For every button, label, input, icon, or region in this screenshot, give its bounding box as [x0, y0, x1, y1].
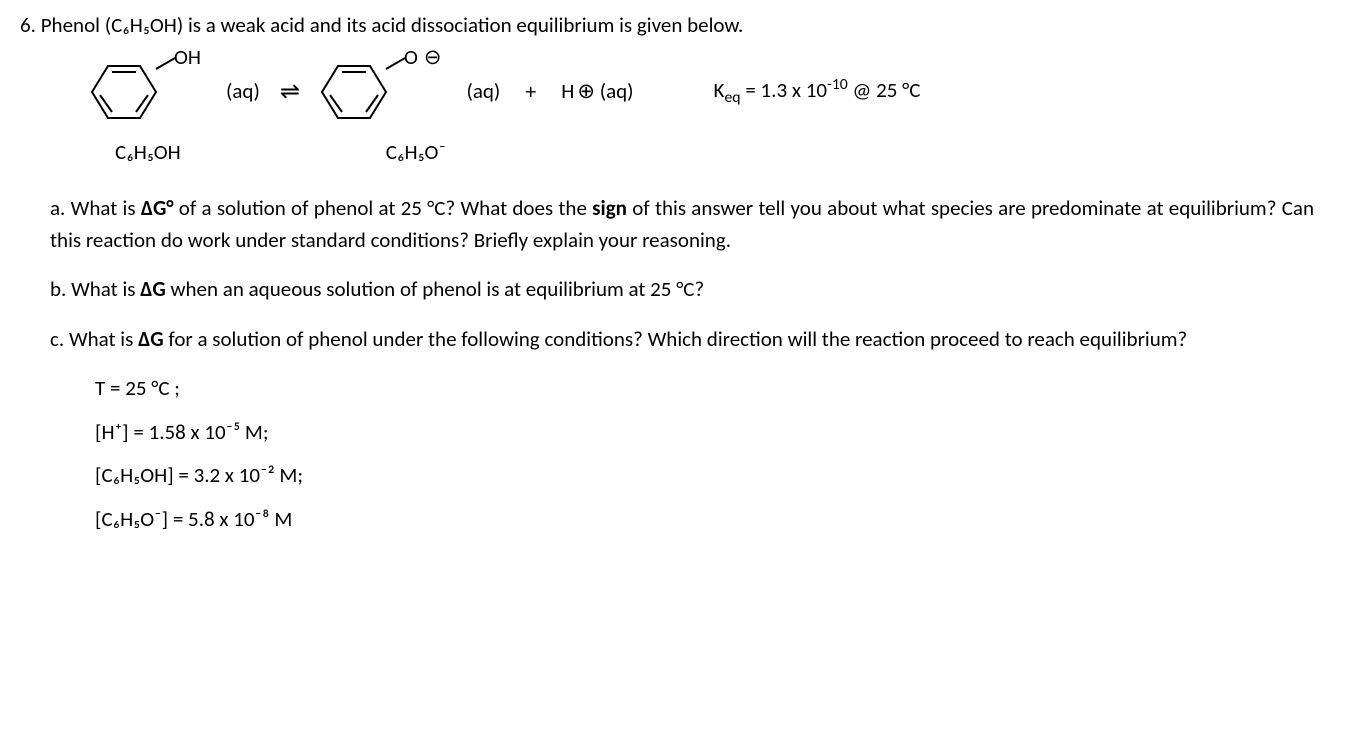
question-header: 6. Phenol (C₆H₅OH) is a weak acid and it…: [20, 10, 1334, 42]
equation-row: OH (aq) ⇌ O ⊖ (aq) + H⊕ (aq) Keq = 1.3 x…: [90, 62, 1334, 122]
condition-phenolate: [C₆H₅O⁻] = 5.8 x 10⁻⁸ M: [95, 504, 1334, 536]
part-c: c. What is ΔG for a solution of phenol u…: [50, 324, 1314, 356]
aq-label-1: (aq): [226, 76, 260, 108]
oh-label: OH: [174, 42, 201, 74]
part-c-text1: What is: [69, 326, 138, 352]
o-minus-attachment: O ⊖: [386, 50, 442, 74]
o-label: O: [404, 42, 418, 74]
part-c-letter: c.: [50, 326, 64, 352]
benzene-ring-icon: [90, 62, 158, 122]
part-b-letter: b.: [50, 276, 66, 302]
part-a-text1: What is: [71, 195, 141, 221]
part-b-text1: What is: [71, 276, 140, 302]
phenol-molecule: OH: [90, 62, 201, 122]
part-c-text2: for a solution of phenol under the follo…: [164, 326, 1188, 352]
formula-labels: C₆H₅OH C₆H₅O⁻: [115, 137, 1334, 169]
minus-charge-icon: ⊖: [424, 42, 442, 74]
h-plus-species: H⊕ (aq): [561, 76, 633, 108]
part-a-text2: of a solution of phenol at 25 °C? What d…: [174, 195, 593, 221]
plus-sign: +: [525, 75, 536, 108]
delta-g-standard: ΔG°: [141, 195, 174, 221]
equilibrium-arrow: ⇌: [280, 74, 300, 110]
phenolate-formula: C₆H₅O⁻: [386, 137, 446, 169]
question-intro: Phenol (C₆H₅OH) is a weak acid and its a…: [41, 12, 744, 38]
question-number: 6.: [20, 12, 36, 38]
part-b: b. What is ΔG when an aqueous solution o…: [50, 274, 1314, 306]
phenolate-molecule: O ⊖: [320, 62, 442, 122]
keq-expression: Keq = 1.3 x 10-10 @ 25 °C: [714, 73, 921, 110]
oh-attachment: OH: [156, 50, 201, 74]
condition-h-plus: [H⁺] = 1.58 x 10⁻⁵ M;: [95, 417, 1334, 449]
phenol-formula: C₆H₅OH: [115, 137, 181, 169]
part-b-text2: when an aqueous solution of phenol is at…: [166, 276, 704, 302]
part-a-letter: a.: [50, 195, 65, 221]
plus-charge-icon: ⊕: [577, 78, 595, 104]
condition-temp: T = 25 °C ;: [95, 373, 1334, 405]
conditions-block: T = 25 °C ; [H⁺] = 1.58 x 10⁻⁵ M; [C₆H₅O…: [95, 373, 1334, 535]
sign-word: sign: [592, 195, 627, 221]
benzene-ring-icon: [320, 62, 388, 122]
part-a: a. What is ΔG° of a solution of phenol a…: [50, 193, 1314, 256]
delta-g-c: ΔG: [138, 326, 164, 352]
aq-label-3: (aq): [600, 78, 634, 104]
condition-phenol: [C₆H₅OH] = 3.2 x 10⁻² M;: [95, 460, 1334, 492]
delta-g-b: ΔG: [140, 276, 166, 302]
aq-label-2: (aq): [466, 76, 500, 108]
